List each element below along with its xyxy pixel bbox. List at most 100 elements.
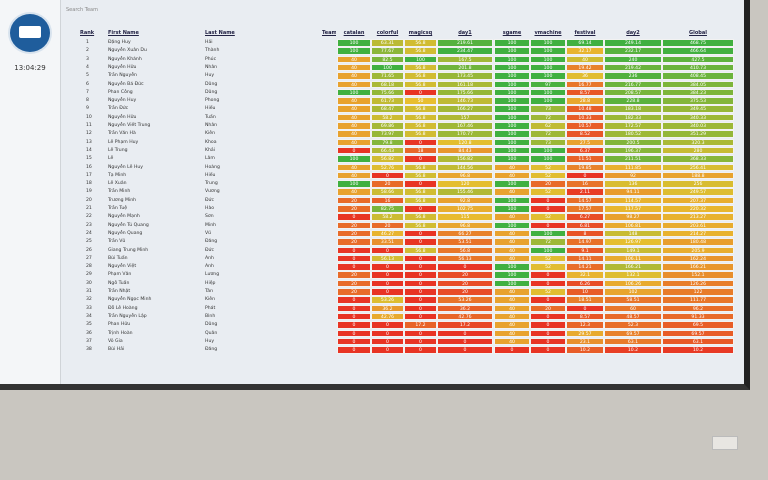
score-cell: 19.85 bbox=[566, 163, 604, 172]
score-cell: 56.8 bbox=[404, 105, 437, 113]
score-cell: 410.73 bbox=[662, 63, 734, 72]
last-name: Kiên bbox=[205, 131, 216, 137]
score-cell: 0 bbox=[494, 346, 530, 354]
score-cell: 0 bbox=[337, 329, 371, 338]
score-cell: 175.66 bbox=[437, 88, 493, 97]
rank: 15 bbox=[86, 156, 92, 162]
last-name: Vương bbox=[205, 189, 220, 195]
first-name: Lê Xuân bbox=[108, 181, 127, 187]
rank: 8 bbox=[86, 98, 89, 104]
score-cell: 17.57 bbox=[566, 205, 604, 213]
score-cell: 56.8 bbox=[404, 221, 437, 230]
score-cell: 42.76 bbox=[437, 312, 493, 321]
score-cell: 100 bbox=[530, 88, 566, 97]
score-cell: 166.27 bbox=[437, 105, 493, 113]
score-cell: 14.57 bbox=[566, 196, 604, 205]
score-cell: 6.37 bbox=[566, 146, 604, 155]
score-cell: 384.05 bbox=[662, 80, 734, 89]
score-cell: 40 bbox=[337, 55, 371, 64]
score-cell: 0 bbox=[337, 296, 371, 304]
score-cell: 0 bbox=[530, 279, 566, 288]
score-cell: 100 bbox=[530, 97, 566, 105]
last-name: Dũng bbox=[205, 89, 218, 95]
last-name: Sơn bbox=[205, 214, 214, 220]
first-name: Bùi Hải bbox=[108, 347, 125, 353]
score-cell: 52 bbox=[530, 188, 566, 196]
last-name: Nhân bbox=[205, 64, 218, 70]
score-cell: 170.77 bbox=[437, 130, 493, 138]
score-cell: 100 bbox=[494, 105, 530, 113]
score-cell: 17.2 bbox=[437, 321, 493, 329]
rank: 27 bbox=[86, 255, 92, 261]
first-name: Trần Đức bbox=[108, 106, 129, 112]
rank: 20 bbox=[86, 197, 92, 203]
rank: 21 bbox=[86, 206, 92, 211]
last-name: Bình bbox=[205, 313, 216, 319]
score-cell: 40 bbox=[494, 188, 530, 196]
score-cell: 427.5 bbox=[662, 55, 734, 64]
score-cell: 32.1 bbox=[566, 271, 604, 279]
score-cell: 0 bbox=[530, 329, 566, 338]
score-cell: 100 bbox=[337, 180, 371, 188]
rank: 35 bbox=[86, 322, 92, 328]
score-cell: 136 bbox=[604, 180, 662, 188]
column-header: magicsq bbox=[408, 30, 433, 36]
column-header: vmachine bbox=[534, 30, 562, 36]
score-cell: 52 bbox=[530, 213, 566, 221]
score-cell: 0 bbox=[404, 279, 437, 288]
score-cell: 100 bbox=[530, 47, 566, 55]
score-cell: 100 bbox=[530, 155, 566, 163]
score-cell: 0 bbox=[337, 246, 371, 255]
score-cell: 58.66 bbox=[371, 188, 404, 196]
score-cell: 219.42 bbox=[604, 63, 662, 72]
score-cell: 28.8 bbox=[566, 97, 604, 105]
score-cell: 368.33 bbox=[662, 155, 734, 163]
score-cell: 340.03 bbox=[662, 122, 734, 130]
score-cell: 40 bbox=[337, 171, 371, 180]
score-cell: 220.32 bbox=[662, 205, 734, 213]
score-cell: 468.75 bbox=[662, 39, 734, 47]
score-cell: 100 bbox=[494, 279, 530, 288]
score-cell: 240 bbox=[604, 55, 662, 64]
score-cell: 0 bbox=[404, 346, 437, 354]
score-cell: 0 bbox=[337, 263, 371, 271]
score-cell: 96.8 bbox=[437, 221, 493, 230]
score-cell: 56.13 bbox=[371, 254, 404, 263]
last-name: Thành bbox=[205, 48, 220, 54]
score-cell: 20 bbox=[337, 279, 371, 288]
score-cell: 208.57 bbox=[604, 88, 662, 97]
rank: 17 bbox=[86, 172, 92, 178]
score-cell: 75.66 bbox=[371, 88, 404, 97]
search-box[interactable]: Search Team bbox=[66, 7, 98, 13]
last-name: Hiếu bbox=[205, 106, 216, 112]
score-cell: 40 bbox=[494, 288, 530, 296]
score-cell: 56.8 bbox=[404, 171, 437, 180]
score-cell: 100 bbox=[530, 246, 566, 255]
last-name: Tân bbox=[205, 289, 213, 294]
first-name: Trịnh Hoàn bbox=[108, 330, 133, 336]
first-name: Trần Nguyễn bbox=[108, 73, 137, 79]
first-name: Nguyễn Mạnh bbox=[108, 214, 140, 220]
first-name: Nguyễn Khánh bbox=[108, 56, 142, 62]
score-cell: 56.8 bbox=[404, 246, 437, 255]
score-cell: 20 bbox=[371, 180, 404, 188]
column-header: day1 bbox=[458, 30, 472, 36]
first-name: Phan Công bbox=[108, 89, 133, 95]
score-cell: 100 bbox=[494, 205, 530, 213]
score-cell: 56.8 bbox=[404, 63, 437, 72]
score-cell: 211.51 bbox=[604, 155, 662, 163]
score-cell: 466.64 bbox=[662, 47, 734, 55]
score-cell: 6.26 bbox=[566, 279, 604, 288]
score-cell: 0 bbox=[404, 238, 437, 246]
score-cell: 10.2 bbox=[662, 346, 734, 354]
first-name: Đặng Huy bbox=[108, 40, 131, 45]
score-cell: 40 bbox=[494, 296, 530, 304]
score-cell: 8.57 bbox=[566, 312, 604, 321]
score-cell: 100 bbox=[404, 55, 437, 64]
column-header: day2 bbox=[626, 30, 640, 36]
score-cell: 115 bbox=[437, 213, 493, 221]
rank: 31 bbox=[86, 289, 92, 294]
score-cell: 0 bbox=[530, 296, 566, 304]
score-cell: 232.17 bbox=[604, 47, 662, 55]
last-name: Khải bbox=[205, 147, 216, 153]
